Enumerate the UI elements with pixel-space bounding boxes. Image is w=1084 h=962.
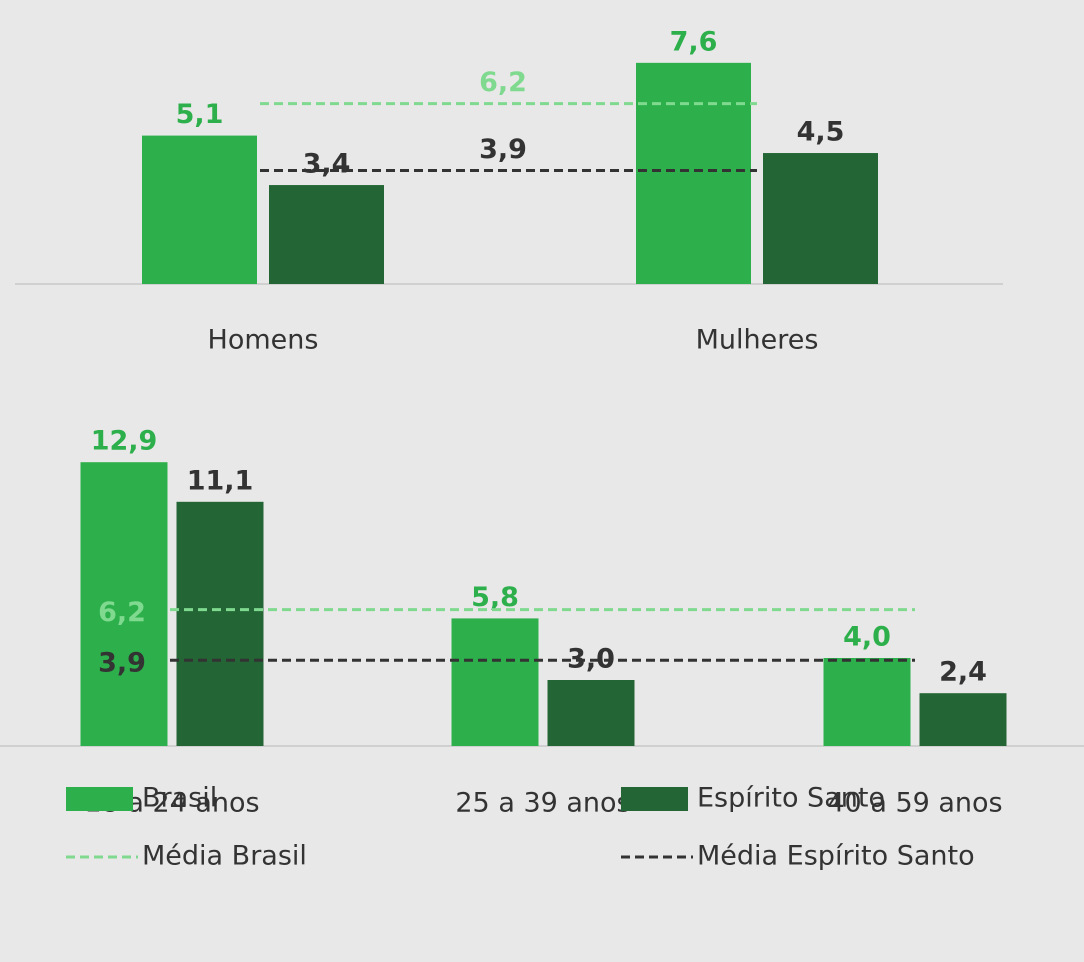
bar <box>919 693 1007 746</box>
reference-label: 6,2 <box>479 67 527 98</box>
legend-label: Espírito Santo <box>697 783 885 814</box>
value-label: 2,4 <box>939 657 987 688</box>
reference-label: 3,9 <box>479 134 527 165</box>
legend-label: Média Espírito Santo <box>697 841 975 872</box>
bar <box>80 462 168 746</box>
value-label: 5,1 <box>176 99 224 130</box>
x-tick-label: Homens <box>208 325 319 356</box>
bar <box>451 618 539 746</box>
bar <box>269 185 384 284</box>
reference-label: 6,2 <box>98 597 146 628</box>
bar <box>823 658 911 746</box>
legend-label: Média Brasil <box>142 841 307 872</box>
value-label: 4,0 <box>843 622 891 653</box>
value-label: 5,8 <box>471 582 519 613</box>
value-label: 3,4 <box>303 149 351 180</box>
bar <box>547 680 635 746</box>
x-tick-label: 40 a 59 anos <box>827 788 1002 819</box>
value-label: 4,5 <box>797 117 845 148</box>
value-label: 11,1 <box>187 465 254 496</box>
bar <box>763 153 878 284</box>
reference-label: 3,9 <box>98 648 146 679</box>
bar <box>636 62 751 285</box>
value-label: 12,9 <box>91 426 158 457</box>
x-tick-label: Mulheres <box>696 325 819 356</box>
value-label: 7,6 <box>670 26 718 57</box>
bar <box>176 501 264 746</box>
legend-swatch <box>621 787 688 811</box>
bar <box>142 135 257 284</box>
x-tick-label: 25 a 39 anos <box>455 788 630 819</box>
legend-swatch <box>66 787 133 811</box>
legend-label: Brasil <box>142 783 217 814</box>
